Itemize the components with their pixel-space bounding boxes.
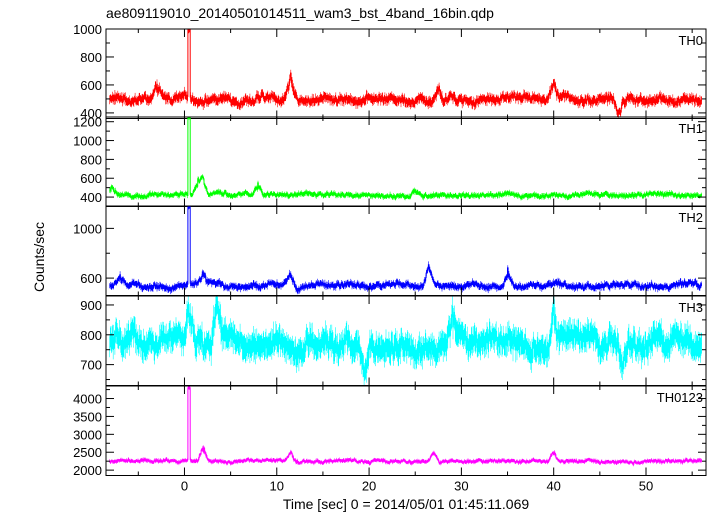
series-th0-line bbox=[109, 29, 702, 115]
panel-label-th3: TH3 bbox=[678, 300, 703, 315]
panel-frame bbox=[105, 28, 707, 119]
y-tick-label: 4000 bbox=[73, 392, 102, 407]
panel-label-th1: TH1 bbox=[678, 121, 703, 136]
y-tick-label: 800 bbox=[80, 152, 102, 167]
y-tick-label: 1200 bbox=[73, 115, 102, 130]
y-tick-label: 3500 bbox=[73, 409, 102, 424]
y-tick-label: 600 bbox=[80, 271, 102, 286]
y-tick-label: 1000 bbox=[73, 22, 102, 37]
panel-label-th0: TH0 bbox=[678, 33, 703, 48]
y-tick-label: 1000 bbox=[73, 221, 102, 236]
panel-frame bbox=[105, 385, 707, 476]
x-tick-label: 20 bbox=[362, 479, 376, 494]
panel-label-th0123: TH0123 bbox=[657, 390, 703, 405]
y-tick-label: 1000 bbox=[73, 134, 102, 149]
y-tick-label: 600 bbox=[80, 78, 102, 93]
x-tick-label: 0 bbox=[181, 479, 188, 494]
x-tick-label: 40 bbox=[546, 479, 560, 494]
series-th0123-errorbars bbox=[109, 386, 702, 467]
series-th3-line bbox=[109, 299, 702, 377]
series-th0-errorbars bbox=[109, 29, 702, 118]
y-axis-label: Counts/sec bbox=[31, 222, 47, 292]
x-tick-label: 10 bbox=[270, 479, 284, 494]
series-th1-line bbox=[109, 117, 702, 199]
chart-title: ae809119010_20140501014511_wam3_bst_4ban… bbox=[106, 5, 494, 21]
y-tick-label: 2500 bbox=[73, 445, 102, 460]
panel-th1: 400 600 800 1000 1200 TH1 bbox=[73, 115, 707, 207]
y-tick-label: 400 bbox=[80, 190, 102, 205]
y-tick-label: 700 bbox=[80, 358, 102, 373]
panel-th2: 600 1000 TH2 bbox=[73, 205, 707, 296]
y-tick-label: 2000 bbox=[73, 463, 102, 478]
y-tick-label: 3000 bbox=[73, 427, 102, 442]
x-tick-label: 30 bbox=[454, 479, 468, 494]
y-tick-label: 600 bbox=[80, 171, 102, 186]
series-th2-line bbox=[109, 206, 702, 292]
y-tick-label: 900 bbox=[80, 298, 102, 313]
x-axis-label: Time [sec] 0 = 2014/05/01 01:45:11.069 bbox=[283, 496, 530, 512]
y-tick-label: 400 bbox=[80, 106, 102, 121]
y-tick-label: 800 bbox=[80, 50, 102, 65]
panel-label-th2: TH2 bbox=[678, 210, 703, 225]
series-th0123-line bbox=[109, 387, 702, 465]
y-tick-label: 800 bbox=[80, 328, 102, 343]
panel-th3: 700 800 900 TH3 bbox=[80, 295, 707, 386]
panel-th0: 400 600 800 1000 TH0 bbox=[73, 22, 707, 121]
series-th1-errorbars bbox=[109, 117, 702, 201]
panel-th0123: 2000 2500 3000 3500 4000 TH0123 bbox=[73, 385, 707, 478]
x-tick-label: 50 bbox=[639, 479, 653, 494]
